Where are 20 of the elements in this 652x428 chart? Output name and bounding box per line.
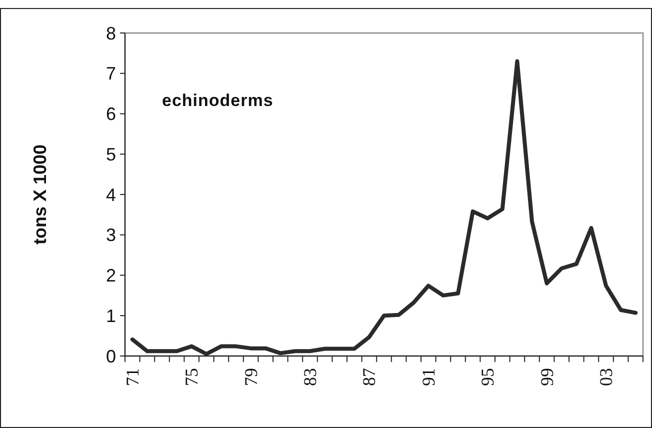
y-tick-label: 1 [106,306,116,326]
x-tick-label: 95 [478,368,498,386]
x-tick-label: 71 [122,368,142,386]
y-tick-label: 5 [106,144,116,164]
y-tick-label: 3 [106,225,116,246]
x-tick-label: 87 [359,368,380,386]
y-tick-label: 2 [106,266,116,286]
x-tick-label: 99 [536,368,557,386]
y-axis-title: tons X 1000 [30,144,50,245]
x-tick-label: 03 [596,368,616,386]
y-tick-label: 0 [106,346,116,366]
y-tick-label: 8 [106,23,116,44]
x-tick-label: 79 [240,368,261,386]
x-tick-label: 75 [182,368,202,386]
y-tick-label: 7 [106,64,116,84]
annotation: echinoderms [162,91,274,110]
x-tick-label: 91 [418,368,438,386]
y-tick-label: 6 [106,104,116,124]
x-tick-label: 83 [300,368,320,386]
y-tick-label: 4 [106,184,116,205]
